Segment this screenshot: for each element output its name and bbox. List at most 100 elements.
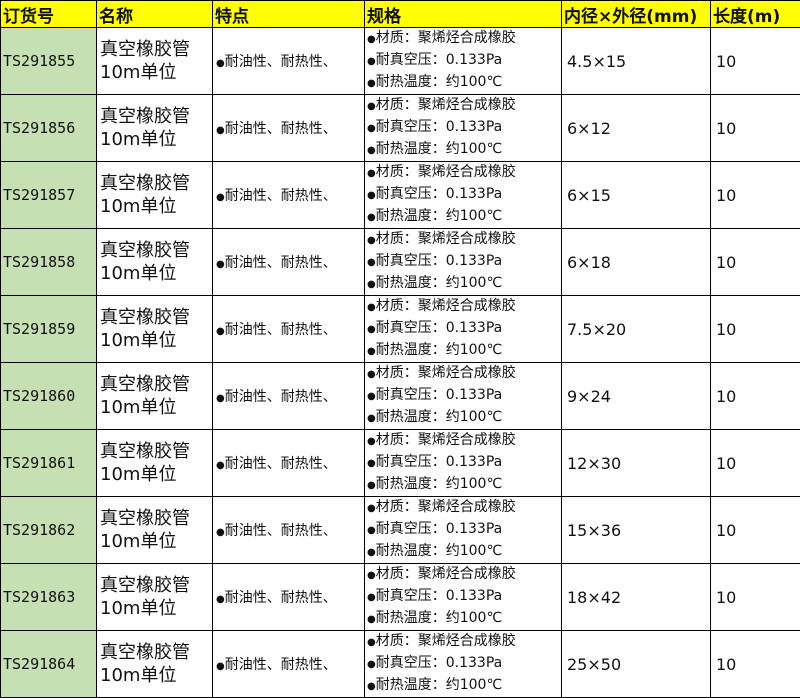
bullet-icon: ● [367, 614, 376, 625]
spec-line: ●耐热温度：约100℃ [367, 675, 559, 697]
size-cell: 6×18 [562, 229, 711, 296]
feature-text: 耐油性、耐热性、 [225, 657, 337, 673]
spec-text: 材质：聚烯烃合成橡胶 [376, 164, 516, 180]
header-size: 内径×外径(mm) [562, 1, 711, 28]
spec-text: 材质：聚烯烃合成橡胶 [376, 566, 516, 582]
spec-line: ●耐热温度：约100℃ [367, 608, 559, 630]
bullet-icon: ● [367, 324, 376, 335]
order-code-cell: TS291857 [1, 162, 97, 229]
size-cell: 6×12 [562, 95, 711, 162]
bullet-icon: ● [216, 259, 225, 270]
bullet-icon: ● [367, 257, 376, 268]
spec-text: 材质：聚烯烃合成橡胶 [376, 97, 516, 113]
name-line: 真空橡胶管 [100, 106, 190, 127]
order-code-cell: TS291856 [1, 95, 97, 162]
length-cell: 10 [711, 28, 800, 95]
spec-line: ●耐热温度：约100℃ [367, 340, 559, 362]
spec-line: ●耐热温度：约100℃ [367, 407, 559, 429]
name-line: 10m单位 [100, 464, 176, 485]
spec-line: ●材质：聚烯烃合成橡胶 [367, 564, 559, 586]
spec-text: 耐热温度：约100℃ [376, 476, 502, 492]
name-line: 真空橡胶管 [100, 441, 190, 462]
length-cell: 10 [711, 95, 800, 162]
bullet-icon: ● [367, 659, 376, 670]
spec-text: 材质：聚烯烃合成橡胶 [376, 231, 516, 247]
feature-cell: ●耐油性、耐热性、 [213, 430, 365, 497]
spec-cell: ●材质：聚烯烃合成橡胶●耐真空压：0.133Pa●耐热温度：约100℃ [365, 430, 562, 497]
bullet-icon: ● [367, 413, 376, 424]
bullet-icon: ● [367, 279, 376, 290]
order-code-cell: TS291855 [1, 28, 97, 95]
spec-text: 耐热温度：约100℃ [376, 141, 502, 157]
header-name: 名称 [97, 1, 213, 28]
feature-text: 耐油性、耐热性、 [225, 456, 337, 472]
feature-cell: ●耐油性、耐热性、 [213, 229, 365, 296]
name-line: 10m单位 [100, 129, 176, 150]
spec-line: ●耐真空压：0.133Pa [367, 385, 559, 407]
name-line: 10m单位 [100, 598, 176, 619]
length-cell: 10 [711, 497, 800, 564]
size-cell: 18×42 [562, 564, 711, 631]
spec-text: 耐真空压：0.133Pa [376, 186, 502, 202]
length-cell: 10 [711, 631, 800, 698]
length-cell: 10 [711, 296, 800, 363]
length-cell: 10 [711, 564, 800, 631]
feature-text: 耐油性、耐热性、 [225, 54, 337, 70]
spec-text: 耐真空压：0.133Pa [376, 521, 502, 537]
length-cell: 10 [711, 229, 800, 296]
feature-cell: ●耐油性、耐热性、 [213, 95, 365, 162]
spec-text: 耐真空压：0.133Pa [376, 588, 502, 604]
bullet-icon: ● [367, 145, 376, 156]
bullet-icon: ● [216, 661, 225, 672]
spec-cell: ●材质：聚烯烃合成橡胶●耐真空压：0.133Pa●耐热温度：约100℃ [365, 631, 562, 698]
spec-line: ●材质：聚烯烃合成橡胶 [367, 28, 559, 50]
spec-text: 材质：聚烯烃合成橡胶 [376, 30, 516, 46]
spec-text: 材质：聚烯烃合成橡胶 [376, 432, 516, 448]
order-code-cell: TS291861 [1, 430, 97, 497]
feature-cell: ●耐油性、耐热性、 [213, 28, 365, 95]
bullet-icon: ● [367, 56, 376, 67]
spec-line: ●耐真空压：0.133Pa [367, 50, 559, 72]
name-line: 10m单位 [100, 263, 176, 284]
feature-text: 耐油性、耐热性、 [225, 590, 337, 606]
header-spec: 规格 [365, 1, 562, 28]
spec-cell: ●材质：聚烯烃合成橡胶●耐真空压：0.133Pa●耐热温度：约100℃ [365, 497, 562, 564]
order-code-cell: TS291858 [1, 229, 97, 296]
feature-cell: ●耐油性、耐热性、 [213, 162, 365, 229]
feature-cell: ●耐油性、耐热性、 [213, 497, 365, 564]
feature-cell: ●耐油性、耐热性、 [213, 631, 365, 698]
feature-text: 耐油性、耐热性、 [225, 121, 337, 137]
spec-line: ●材质：聚烯烃合成橡胶 [367, 363, 559, 385]
feature-text: 耐油性、耐热性、 [225, 322, 337, 338]
bullet-icon: ● [216, 527, 225, 538]
bullet-icon: ● [367, 480, 376, 491]
bullet-icon: ● [367, 503, 376, 514]
length-cell: 10 [711, 363, 800, 430]
spec-line: ●材质：聚烯烃合成橡胶 [367, 95, 559, 117]
bullet-icon: ● [367, 302, 376, 313]
name-line: 10m单位 [100, 62, 176, 83]
spec-text: 耐真空压：0.133Pa [376, 320, 502, 336]
header-length: 长度(m) [711, 1, 800, 28]
bullet-icon: ● [216, 192, 225, 203]
spec-text: 耐真空压：0.133Pa [376, 253, 502, 269]
spec-line: ●耐热温度：约100℃ [367, 72, 559, 94]
bullet-icon: ● [367, 78, 376, 89]
bullet-icon: ● [367, 637, 376, 648]
bullet-icon: ● [367, 168, 376, 179]
order-code-cell: TS291864 [1, 631, 97, 698]
feature-cell: ●耐油性、耐热性、 [213, 564, 365, 631]
bullet-icon: ● [367, 436, 376, 447]
bullet-icon: ● [367, 235, 376, 246]
